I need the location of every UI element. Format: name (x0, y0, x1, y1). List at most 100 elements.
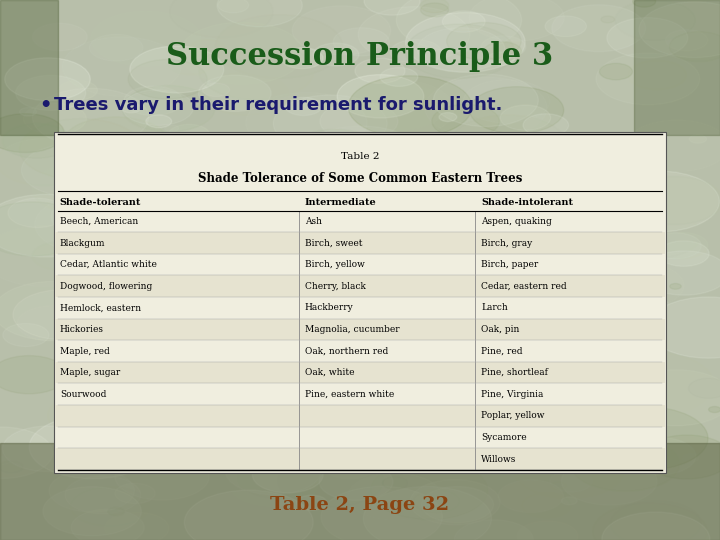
Text: Hickories: Hickories (60, 325, 104, 334)
Ellipse shape (122, 90, 194, 125)
Ellipse shape (285, 97, 322, 116)
Ellipse shape (218, 295, 231, 302)
Text: Magnolia, cucumber: Magnolia, cucumber (305, 325, 399, 334)
Ellipse shape (30, 415, 156, 479)
Ellipse shape (405, 24, 514, 78)
Ellipse shape (493, 351, 548, 379)
Text: Pine, red: Pine, red (481, 347, 523, 355)
Ellipse shape (525, 417, 592, 451)
Ellipse shape (174, 326, 191, 334)
Ellipse shape (238, 456, 323, 499)
Ellipse shape (100, 258, 177, 296)
Ellipse shape (107, 315, 210, 367)
Ellipse shape (71, 487, 149, 526)
Ellipse shape (120, 231, 243, 293)
Text: Oak, northern red: Oak, northern red (305, 347, 388, 355)
Ellipse shape (390, 362, 480, 407)
Text: Aspen, quaking: Aspen, quaking (481, 217, 552, 226)
Ellipse shape (318, 202, 391, 239)
Ellipse shape (498, 480, 564, 512)
Ellipse shape (689, 134, 706, 143)
Ellipse shape (500, 105, 551, 130)
Ellipse shape (0, 114, 64, 152)
Ellipse shape (590, 262, 684, 309)
Ellipse shape (610, 331, 634, 343)
Text: Oak, pin: Oak, pin (481, 325, 519, 334)
Ellipse shape (458, 141, 549, 187)
Ellipse shape (443, 383, 466, 394)
Ellipse shape (413, 490, 460, 513)
Ellipse shape (523, 114, 569, 137)
Ellipse shape (520, 425, 561, 446)
Ellipse shape (274, 95, 387, 152)
Text: Sycamore: Sycamore (481, 433, 526, 442)
Text: Shade-intolerant: Shade-intolerant (481, 198, 573, 207)
Ellipse shape (0, 457, 11, 464)
Ellipse shape (396, 0, 521, 51)
Ellipse shape (562, 497, 577, 505)
Ellipse shape (656, 232, 708, 258)
Ellipse shape (420, 3, 449, 17)
Ellipse shape (268, 208, 357, 253)
Ellipse shape (48, 393, 137, 438)
Ellipse shape (217, 0, 302, 27)
Ellipse shape (22, 143, 130, 197)
Ellipse shape (433, 74, 539, 126)
Ellipse shape (608, 212, 701, 258)
Ellipse shape (58, 80, 97, 100)
Text: Shade-tolerant: Shade-tolerant (60, 198, 141, 207)
Ellipse shape (337, 166, 449, 222)
Ellipse shape (336, 416, 381, 439)
Ellipse shape (199, 43, 314, 100)
Ellipse shape (328, 417, 395, 450)
Ellipse shape (403, 390, 512, 445)
Ellipse shape (364, 487, 492, 540)
Ellipse shape (325, 326, 356, 342)
Ellipse shape (85, 174, 173, 218)
Ellipse shape (421, 487, 493, 523)
Ellipse shape (63, 365, 118, 393)
Ellipse shape (446, 23, 521, 60)
Text: Maple, sugar: Maple, sugar (60, 368, 120, 377)
Ellipse shape (626, 177, 720, 225)
Ellipse shape (5, 58, 90, 100)
Ellipse shape (0, 281, 112, 341)
Ellipse shape (621, 370, 720, 426)
Ellipse shape (215, 148, 341, 211)
Bar (55, 448, 665, 470)
Bar (55, 232, 665, 254)
Ellipse shape (682, 454, 699, 462)
Ellipse shape (219, 375, 283, 407)
Ellipse shape (130, 46, 224, 93)
Ellipse shape (122, 225, 195, 261)
Ellipse shape (89, 34, 143, 61)
Ellipse shape (640, 251, 720, 295)
Ellipse shape (305, 434, 364, 463)
Ellipse shape (95, 146, 168, 183)
Ellipse shape (3, 323, 49, 347)
Ellipse shape (415, 347, 516, 397)
Ellipse shape (607, 18, 688, 58)
Ellipse shape (0, 202, 86, 256)
Ellipse shape (0, 194, 108, 257)
Ellipse shape (348, 473, 442, 521)
Text: Pine, eastern white: Pine, eastern white (305, 390, 394, 399)
Ellipse shape (71, 509, 144, 540)
Ellipse shape (32, 88, 149, 146)
Ellipse shape (297, 126, 424, 190)
Ellipse shape (278, 454, 384, 507)
Ellipse shape (253, 457, 323, 493)
Ellipse shape (271, 132, 354, 173)
Ellipse shape (449, 414, 499, 439)
Bar (55, 362, 665, 383)
Text: Shade Tolerance of Some Common Eastern Trees: Shade Tolerance of Some Common Eastern T… (198, 172, 522, 185)
Text: Table 2, Page 32: Table 2, Page 32 (271, 496, 449, 514)
Ellipse shape (262, 406, 294, 422)
Ellipse shape (452, 208, 532, 248)
Text: Dogwood, flowering: Dogwood, flowering (60, 282, 152, 291)
Ellipse shape (0, 356, 67, 394)
Ellipse shape (447, 158, 564, 217)
Ellipse shape (643, 435, 720, 479)
Ellipse shape (574, 405, 636, 436)
Text: Pine, shortleaf: Pine, shortleaf (481, 368, 548, 377)
